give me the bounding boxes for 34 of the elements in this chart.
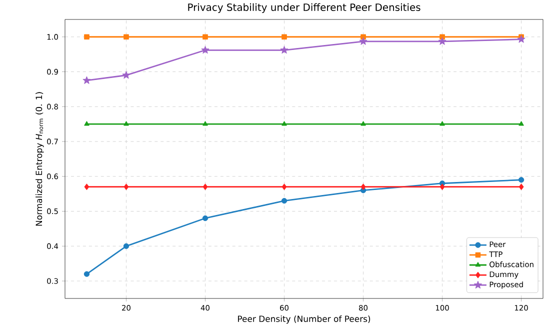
point <box>281 198 288 204</box>
point <box>440 183 445 190</box>
point <box>82 76 91 84</box>
point <box>518 176 524 183</box>
point <box>84 270 90 277</box>
point <box>359 36 368 45</box>
point <box>440 34 445 40</box>
point <box>201 46 210 54</box>
point <box>360 120 366 126</box>
point <box>202 183 208 190</box>
point <box>202 34 208 40</box>
chart-title: Privacy Stability under Different Peer Densities <box>188 3 420 13</box>
point <box>518 120 524 126</box>
point <box>518 183 524 190</box>
point <box>124 34 129 40</box>
point <box>84 34 90 40</box>
point <box>438 36 446 45</box>
point <box>282 34 287 40</box>
point <box>360 183 366 190</box>
point <box>282 120 287 126</box>
point <box>202 120 208 126</box>
point <box>124 183 129 190</box>
x-axis-title: Peer Density (Number of Peers) <box>238 315 370 324</box>
point <box>280 46 288 54</box>
point <box>282 183 287 190</box>
point <box>517 34 526 43</box>
point <box>440 120 445 126</box>
point <box>124 120 129 126</box>
point <box>84 120 90 126</box>
y-axis-title: Normalized Entropy H$_{norm}$ (0. 1) <box>36 92 44 226</box>
point <box>84 183 90 190</box>
point <box>122 70 130 79</box>
point <box>202 215 208 221</box>
point <box>123 243 130 249</box>
